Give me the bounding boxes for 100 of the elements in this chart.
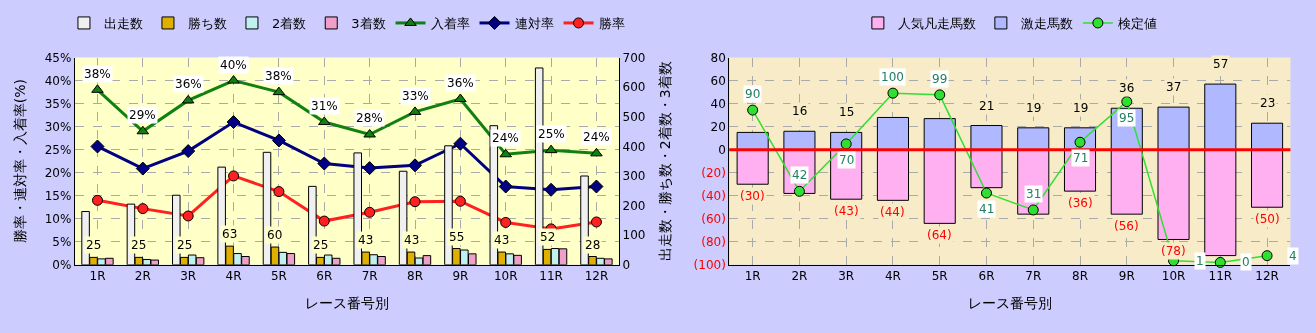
data-label: (44) <box>880 205 905 219</box>
point <box>182 210 194 222</box>
data-label: 36 <box>1119 81 1135 95</box>
data-label: 100 <box>881 70 904 84</box>
data-label: 4 <box>1289 249 1297 263</box>
data-label: 60 <box>267 228 283 242</box>
point <box>500 216 512 228</box>
data-label: 38% <box>84 67 111 81</box>
data-label: 19 <box>1073 101 1089 115</box>
data-label: 43 <box>404 233 420 247</box>
y2-tick-label: 500 <box>622 110 646 124</box>
y-tick-label: 20% <box>44 165 72 180</box>
legend-label: 勝ち数 <box>187 16 227 32</box>
legend-label: 3着数 <box>351 16 386 32</box>
y-tick-label: (20) <box>701 165 726 180</box>
point <box>318 116 331 126</box>
x-tick-label: 5R <box>931 269 948 284</box>
x-tick-label: 6R <box>316 269 333 284</box>
point <box>544 182 559 197</box>
x-tick-label: 7R <box>361 269 378 284</box>
y-tick-label: 0% <box>52 258 72 272</box>
point <box>136 125 150 135</box>
x-axis-title: レース番号別 <box>967 294 1052 311</box>
legend-label: 2着数 <box>271 16 307 32</box>
data-label: 99 <box>932 72 948 86</box>
data-label: 0 <box>1242 255 1250 269</box>
x-tick-label: 11R <box>539 269 563 284</box>
bar <box>1110 149 1143 215</box>
data-label: 21 <box>979 99 995 113</box>
data-label: 38% <box>265 69 292 83</box>
y-tick-label: 35% <box>44 96 72 111</box>
x-tick-label: 8R <box>1072 269 1088 284</box>
point <box>317 156 332 171</box>
bar <box>923 118 956 151</box>
data-label: 24% <box>583 130 610 144</box>
data-label: 28 <box>585 238 601 252</box>
data-label: 16 <box>792 104 808 118</box>
point <box>226 115 241 130</box>
point <box>363 128 376 138</box>
data-label: 25% <box>538 127 565 141</box>
y-tick-label: 45% <box>44 50 72 65</box>
point <box>181 144 196 159</box>
bar <box>970 125 1003 151</box>
point <box>590 216 602 228</box>
y-tick-label: (100) <box>693 258 726 272</box>
data-label: 63 <box>222 227 238 241</box>
data-label: (64) <box>927 228 952 242</box>
data-label: 24% <box>492 131 519 145</box>
point <box>747 104 759 116</box>
data-label: (36) <box>1068 196 1093 210</box>
bar <box>1157 106 1190 151</box>
point <box>228 170 240 182</box>
x-tick-label: 4R <box>884 269 901 284</box>
data-label: 43 <box>358 233 374 247</box>
data-label: 36% <box>447 76 474 90</box>
data-label: 28% <box>356 111 383 125</box>
y-tick-label: 15% <box>44 188 72 203</box>
point <box>589 179 604 194</box>
legend-label: 連対率 <box>514 16 554 32</box>
y2-tick-label: 400 <box>622 139 646 154</box>
y2-tick-label: 0 <box>622 258 631 272</box>
y-tick-label: 60 <box>710 73 726 88</box>
y2-tick-label: 100 <box>622 228 646 243</box>
data-label: 43 <box>494 233 510 247</box>
point <box>273 186 285 198</box>
point <box>409 196 421 208</box>
y-tick-label: (40) <box>701 188 726 203</box>
data-label: (78) <box>1161 244 1186 258</box>
data-label: 25 <box>177 238 193 252</box>
x-tick-label: 5R <box>270 269 287 284</box>
x-tick-label: 9R <box>1118 269 1135 284</box>
y-tick-label: 5% <box>52 234 72 249</box>
data-label: (30) <box>740 189 765 203</box>
point <box>181 94 195 104</box>
data-label: 37 <box>1166 80 1182 94</box>
data-label: 40% <box>220 58 247 72</box>
point <box>90 139 105 154</box>
data-label: 41 <box>979 202 995 216</box>
data-label: 19 <box>1026 101 1042 115</box>
point <box>544 144 558 154</box>
point <box>91 194 103 206</box>
point <box>272 86 286 96</box>
point <box>453 136 468 151</box>
x-tick-label: 1R <box>89 269 106 284</box>
point <box>271 133 286 148</box>
point <box>980 187 992 199</box>
data-label: 31% <box>311 99 338 113</box>
x-tick-label: 2R <box>791 269 808 284</box>
point <box>793 185 805 197</box>
point <box>1121 96 1133 108</box>
point <box>137 203 149 215</box>
x-tick-label: 10R <box>1161 269 1186 284</box>
y-tick-label: 10% <box>44 211 72 226</box>
bar <box>1157 149 1190 240</box>
y2-tick-label: 700 <box>622 50 646 65</box>
x-tick-label: 11R <box>1208 269 1233 284</box>
y-tick-label: 80 <box>710 50 726 65</box>
y-tick-label: 25% <box>44 142 72 157</box>
x-tick-label: 3R <box>838 269 855 284</box>
legend-label: 入着率 <box>430 16 470 32</box>
